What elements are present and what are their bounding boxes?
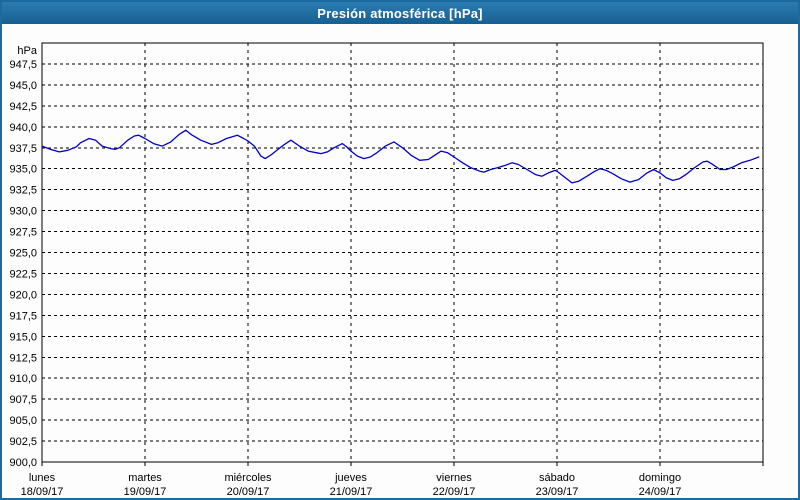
y-axis-unit-label: hPa bbox=[17, 45, 37, 57]
x-axis-date-label: 21/09/17 bbox=[330, 486, 373, 498]
y-axis-tick-label: 907,5 bbox=[9, 394, 37, 406]
x-axis-day-label: viernes bbox=[436, 472, 472, 484]
x-axis-day-label: lunes bbox=[29, 472, 56, 484]
x-axis-date-label: 22/09/17 bbox=[433, 486, 476, 498]
y-axis-tick-label: 902,5 bbox=[9, 436, 37, 448]
y-axis-tick-label: 920,0 bbox=[9, 289, 37, 301]
plot-frame bbox=[41, 42, 764, 463]
y-axis-tick-label: 915,0 bbox=[9, 331, 37, 343]
y-axis-tick-label: 917,5 bbox=[9, 310, 37, 322]
x-axis-date-label: 19/09/17 bbox=[124, 486, 167, 498]
y-axis-tick-label: 927,5 bbox=[9, 227, 37, 239]
y-axis-tick-label: 935,0 bbox=[9, 164, 37, 176]
x-axis-day-label: miércoles bbox=[224, 472, 272, 484]
y-axis-tick-label: 905,0 bbox=[9, 415, 37, 427]
y-axis-tick-label: 912,5 bbox=[9, 352, 37, 364]
y-axis-tick-label: 930,0 bbox=[9, 206, 37, 218]
x-axis-day-label: martes bbox=[128, 472, 162, 484]
window-title: Presión atmosférica [hPa] bbox=[317, 5, 483, 21]
y-axis-tick-label: 900,0 bbox=[9, 457, 37, 469]
x-axis-day-label: domingo bbox=[639, 472, 681, 484]
x-axis-date-label: 18/09/17 bbox=[21, 486, 64, 498]
title-bar: Presión atmosférica [hPa] bbox=[2, 2, 798, 24]
x-axis-date-label: 24/09/17 bbox=[639, 486, 682, 498]
x-axis-date-label: 23/09/17 bbox=[536, 486, 579, 498]
y-axis-tick-label: 925,0 bbox=[9, 248, 37, 260]
x-axis-day-label: jueves bbox=[334, 472, 367, 484]
pressure-line-series bbox=[41, 129, 760, 184]
y-axis-tick-label: 910,0 bbox=[9, 373, 37, 385]
y-axis-tick-label: 945,0 bbox=[9, 80, 37, 92]
y-axis-tick-label: 922,5 bbox=[9, 268, 37, 280]
y-axis-tick-label: 942,5 bbox=[9, 101, 37, 113]
x-axis-date-label: 20/09/17 bbox=[227, 486, 270, 498]
y-axis-tick-label: 937,5 bbox=[9, 143, 37, 155]
y-axis-tick-label: 932,5 bbox=[9, 185, 37, 197]
y-axis-tick-label: 947,5 bbox=[9, 59, 37, 71]
y-axis-tick-label: 940,0 bbox=[9, 122, 37, 134]
x-axis-day-label: sábado bbox=[539, 472, 575, 484]
